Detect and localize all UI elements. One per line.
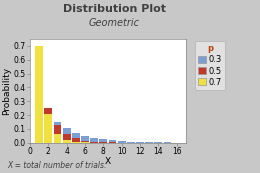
Bar — [72, 142, 80, 143]
Bar — [63, 140, 70, 143]
Bar — [54, 134, 61, 143]
Bar — [154, 142, 162, 143]
Bar — [109, 140, 116, 143]
Y-axis label: Probability: Probability — [2, 67, 11, 115]
Bar — [72, 133, 80, 143]
Bar — [90, 138, 98, 143]
Bar — [44, 114, 52, 143]
Text: Distribution Plot: Distribution Plot — [63, 4, 166, 14]
Bar — [72, 138, 80, 143]
Text: Geometric: Geometric — [89, 18, 140, 28]
Bar — [81, 140, 89, 143]
Bar — [44, 108, 52, 143]
Bar — [99, 142, 107, 143]
Bar — [164, 142, 171, 143]
Bar — [99, 139, 107, 143]
Bar — [136, 142, 144, 143]
Bar — [127, 142, 135, 143]
Bar — [54, 125, 61, 143]
Bar — [118, 141, 126, 143]
Legend: 0.3, 0.5, 0.7: 0.3, 0.5, 0.7 — [195, 41, 225, 90]
Bar — [35, 46, 43, 143]
Bar — [63, 134, 70, 143]
Bar — [145, 142, 153, 143]
Bar — [35, 74, 43, 143]
Bar — [63, 129, 70, 143]
Bar — [44, 114, 52, 143]
Bar — [90, 142, 98, 143]
Text: X = total number of trials.: X = total number of trials. — [8, 161, 107, 170]
Bar — [109, 142, 116, 143]
Bar — [81, 136, 89, 143]
X-axis label: X: X — [105, 157, 111, 166]
Bar — [35, 101, 43, 143]
Bar — [54, 122, 61, 143]
